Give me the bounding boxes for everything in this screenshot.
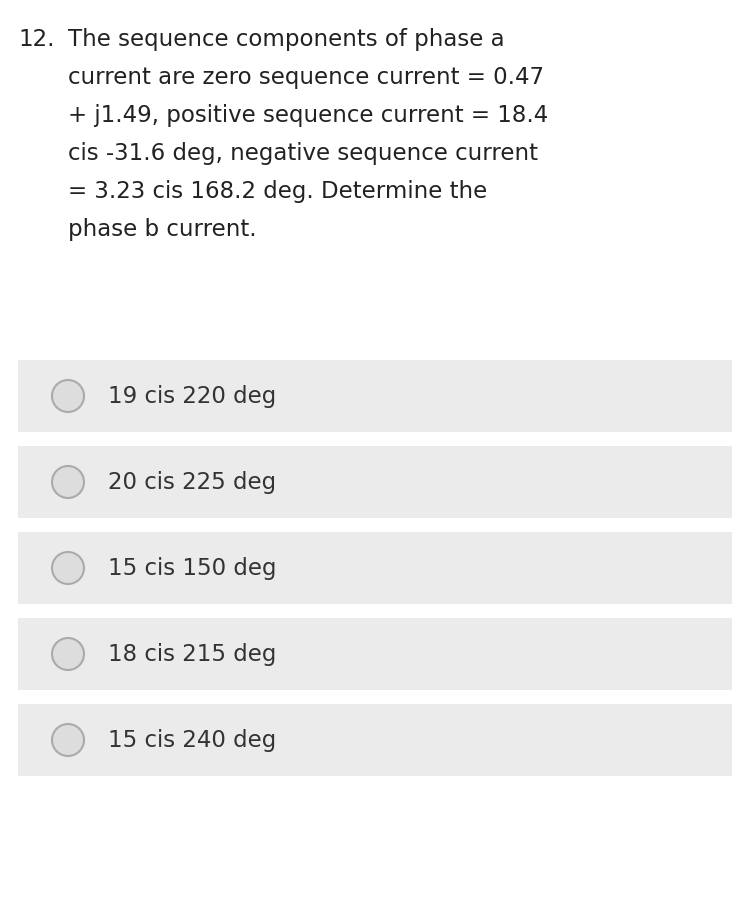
Text: 15 cis 240 deg: 15 cis 240 deg — [108, 728, 276, 752]
FancyBboxPatch shape — [18, 704, 732, 776]
Text: 15 cis 150 deg: 15 cis 150 deg — [108, 557, 277, 579]
Circle shape — [52, 724, 84, 756]
Text: 18 cis 215 deg: 18 cis 215 deg — [108, 643, 276, 666]
FancyBboxPatch shape — [18, 532, 732, 604]
Text: + j1.49, positive sequence current = 18.4: + j1.49, positive sequence current = 18.… — [68, 104, 548, 127]
FancyBboxPatch shape — [18, 446, 732, 518]
Text: current are zero sequence current = 0.47: current are zero sequence current = 0.47 — [68, 66, 544, 89]
Text: 12.: 12. — [18, 28, 55, 51]
Circle shape — [52, 380, 84, 412]
Text: = 3.23 cis 168.2 deg. Determine the: = 3.23 cis 168.2 deg. Determine the — [68, 180, 488, 203]
Text: cis -31.6 deg, negative sequence current: cis -31.6 deg, negative sequence current — [68, 142, 538, 165]
Text: The sequence components of phase a: The sequence components of phase a — [68, 28, 505, 51]
FancyBboxPatch shape — [18, 618, 732, 690]
Text: 20 cis 225 deg: 20 cis 225 deg — [108, 470, 276, 494]
Text: phase b current.: phase b current. — [68, 218, 256, 241]
Circle shape — [52, 552, 84, 584]
FancyBboxPatch shape — [18, 360, 732, 432]
Circle shape — [52, 638, 84, 670]
Circle shape — [52, 466, 84, 498]
Text: 19 cis 220 deg: 19 cis 220 deg — [108, 384, 276, 408]
